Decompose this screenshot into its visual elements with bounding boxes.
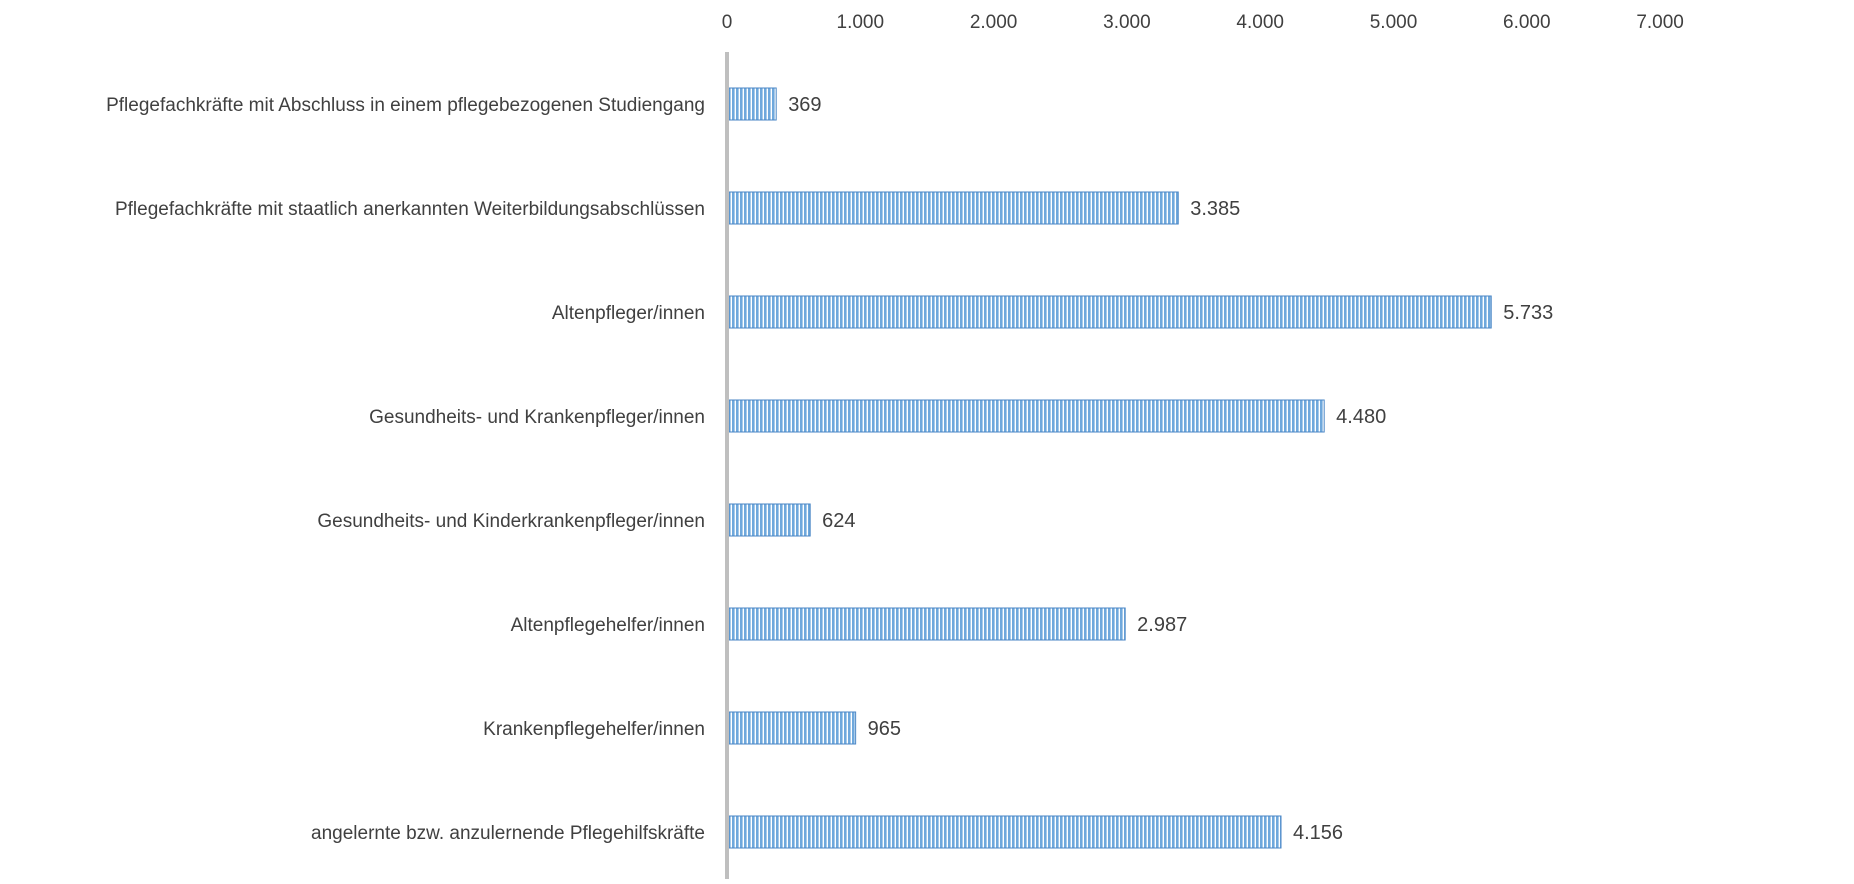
bar <box>728 295 1492 329</box>
x-tick-label: 1.000 <box>837 12 885 33</box>
value-label: 2.987 <box>1137 614 1187 636</box>
x-tick-label: 4.000 <box>1236 12 1284 33</box>
value-labels: 369 3.385 5.733 4.480 624 2.987 965 4.156 <box>788 94 1553 844</box>
category-label: Gesundheits- und Kinderkrankenpfleger/in… <box>317 511 705 532</box>
bar <box>728 711 857 745</box>
category-label: Krankenpflegehelfer/innen <box>483 719 705 740</box>
category-label: Altenpflegehelfer/innen <box>511 615 705 636</box>
category-label: Pflegefachkräfte mit staatlich anerkannt… <box>115 199 705 220</box>
category-label: angelernte bzw. anzulernende Pflegehilfs… <box>311 823 705 844</box>
bar <box>728 607 1126 641</box>
value-label: 3.385 <box>1190 198 1240 220</box>
value-label: 965 <box>868 718 901 740</box>
value-label: 369 <box>788 94 821 116</box>
category-label: Altenpfleger/innen <box>552 303 705 324</box>
category-label: Pflegefachkräfte mit Abschluss in einem … <box>106 95 705 116</box>
bar <box>728 87 777 121</box>
x-tick-label: 5.000 <box>1370 12 1418 33</box>
value-label: 4.480 <box>1336 406 1386 428</box>
category-labels: Pflegefachkräfte mit Abschluss in einem … <box>106 95 705 844</box>
bar <box>728 815 1282 849</box>
category-label: Gesundheits- und Krankenpfleger/innen <box>369 407 705 428</box>
value-label: 4.156 <box>1293 822 1343 844</box>
bar <box>728 503 811 537</box>
bar <box>728 399 1325 433</box>
x-axis-ticks: 0 1.000 2.000 3.000 4.000 5.000 6.000 7.000 <box>722 12 1684 33</box>
x-tick-label: 6.000 <box>1503 12 1551 33</box>
bars <box>728 87 1492 849</box>
x-tick-label: 7.000 <box>1636 12 1684 33</box>
x-tick-label: 0 <box>722 12 733 33</box>
x-tick-label: 2.000 <box>970 12 1018 33</box>
value-label: 5.733 <box>1503 302 1553 324</box>
value-label: 624 <box>822 510 855 532</box>
x-tick-label: 3.000 <box>1103 12 1151 33</box>
bar <box>728 191 1179 225</box>
